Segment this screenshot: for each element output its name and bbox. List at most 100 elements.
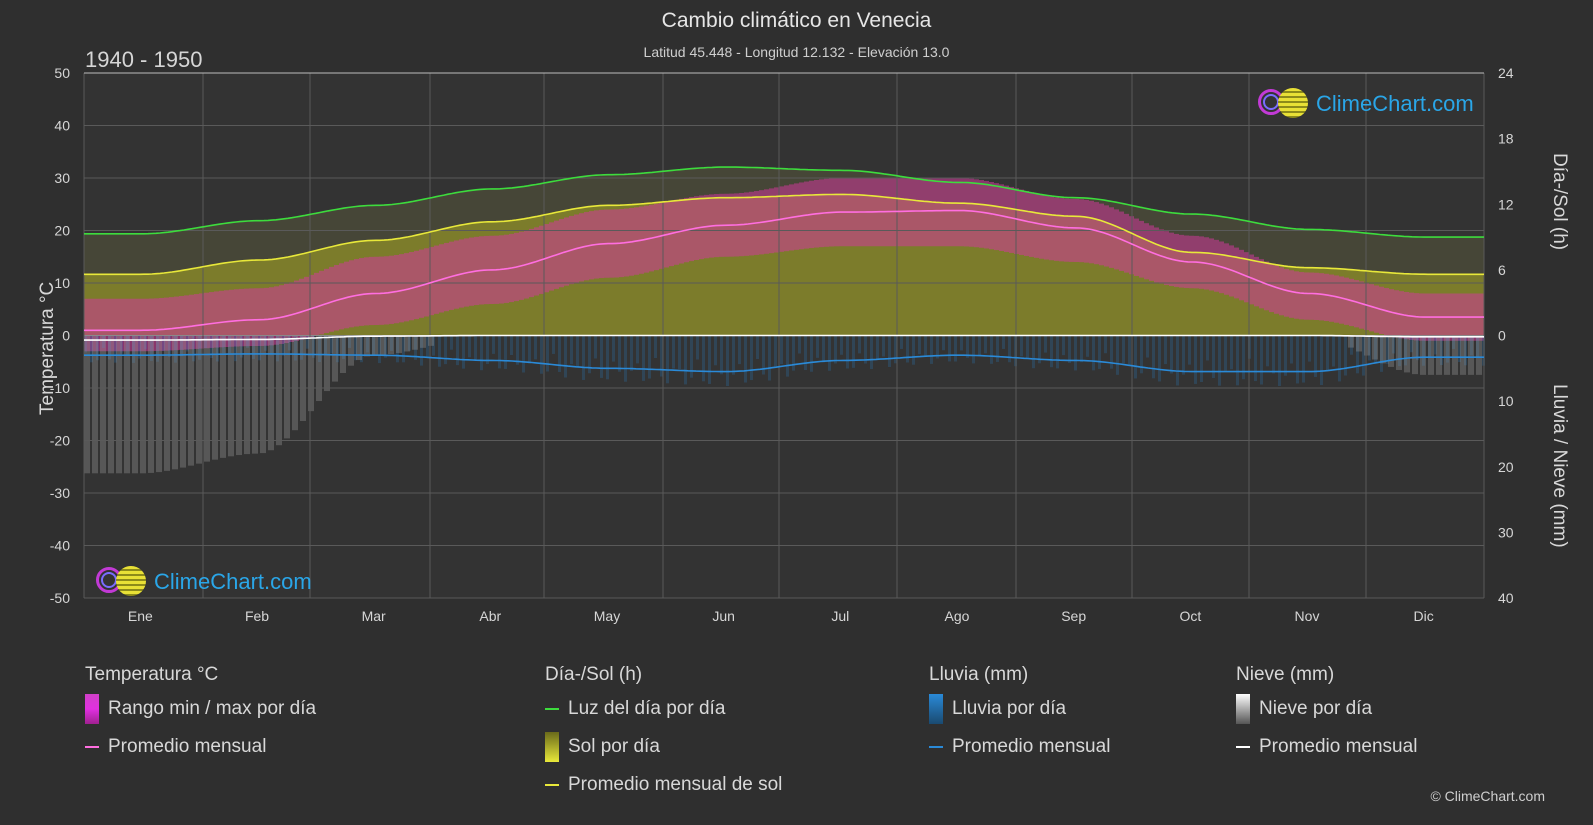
rain-bar [1392,335,1395,354]
sunshine-bar [804,195,809,336]
daylight-bar [89,233,94,275]
rain-bar [930,335,933,364]
temp-range-bar [1284,268,1289,317]
rain-bar [456,335,459,366]
rain-bar [396,335,399,363]
rain-bar [390,335,393,351]
sunshine-bar [959,203,964,336]
rain-bar [1272,335,1275,374]
daylight-bar [764,167,769,197]
daylight-swatch [545,708,559,710]
rain-bar [504,335,507,369]
brand-text: ClimeChart.com [1316,91,1474,116]
rain-bar [1038,335,1041,364]
rain-bar [1446,335,1449,363]
daylight-bar [779,168,784,197]
left-tick-label: 20 [54,223,70,239]
daylight-bar [719,167,724,198]
daylight-bar [224,223,229,263]
legend-item-snow: Nieve por día [1236,690,1417,728]
rain-bar [1050,335,1053,368]
temp-range-bar [1109,207,1114,268]
brand-logo-bottom[interactable]: ClimeChart.com [96,566,312,598]
daylight-bar [209,225,214,266]
temp-range-bar [969,178,974,247]
rain-bar [966,335,969,358]
daylight-bar [529,185,534,218]
sunshine-bar [924,201,929,336]
rain-bar [612,335,615,362]
rain-bar [750,335,753,381]
daylight-bar [1204,214,1209,253]
snow-bar [116,335,122,474]
temp-range-bar [1319,273,1324,321]
sunshine-bar [1044,214,1049,336]
legend-snow: Nieve (mm) Nieve por día Promedio mensua… [1236,664,1417,766]
rain-bar [522,335,525,373]
rain-bar [1308,335,1311,362]
sunshine-bar [704,198,709,336]
temp-range-bar [304,276,309,339]
rain-bar [270,335,273,356]
sunshine-bar [1189,252,1194,336]
rain-bar [468,335,471,358]
rain-bar [318,335,321,363]
x-tick-label: Nov [1295,608,1320,624]
legend-item-daylight: Luz del día por día [545,690,782,728]
temp-range-bar [1274,265,1279,314]
daylight-bar [599,174,604,206]
rain-bar [264,335,267,351]
daylight-bar [1424,237,1429,275]
daylight-bar [454,192,459,226]
temp-range-bar [1254,256,1259,307]
rain-bar [1158,335,1161,382]
daylight-bar [1444,237,1449,275]
rain-bar [696,335,699,360]
left-axis-title: Temperatura °C [37,281,58,415]
rain-bar [1314,335,1317,377]
temp-range-bar [204,292,209,349]
sunshine-bar [909,199,914,336]
rain-bar [210,335,213,359]
daylight-bar [334,209,339,246]
temp-range-bar [924,178,929,247]
rain-bar [1140,335,1143,374]
rain-bar [1146,335,1149,358]
rain-bar [1188,335,1191,365]
snow-bar [252,335,258,454]
temp-range-bar [909,178,914,247]
rain-bar [1086,335,1089,357]
daylight-bar [1354,232,1359,271]
snow-bar [420,335,426,348]
brand-logo-top[interactable]: ClimeChart.com [1258,88,1474,120]
rain-bar [204,335,207,349]
legend-label: Sol por día [568,736,660,757]
daylight-bar [384,204,389,240]
temp-range-bar [94,298,99,352]
snow-bar [212,335,218,460]
rain-bar [1002,335,1005,349]
left-tick-label: -10 [50,380,70,396]
sun-avg-swatch [545,784,559,786]
temp-range-bar [1009,186,1014,253]
daylight-bar [1429,237,1434,275]
sunshine-bar [1159,246,1164,336]
snow-bar [1372,335,1378,360]
temp-range-bar [344,261,349,329]
daylight-bar [1209,215,1214,254]
rain-bar [678,335,681,370]
rain-bar [960,335,963,351]
left-tick-label: -20 [50,433,70,449]
daylight-bar [549,181,554,214]
x-tick-label: Jun [712,608,735,624]
rain-bar [324,335,327,355]
rain-bar [1422,335,1425,366]
rain-bar [300,335,303,360]
temp-range-bar [1029,192,1034,257]
temp-range-bar [1004,185,1009,252]
rain-bar [1242,335,1245,380]
temp-range-bar [359,258,364,326]
daylight-bar [129,233,134,275]
temp-range-bar [214,291,219,348]
sunshine-bar [684,199,689,336]
